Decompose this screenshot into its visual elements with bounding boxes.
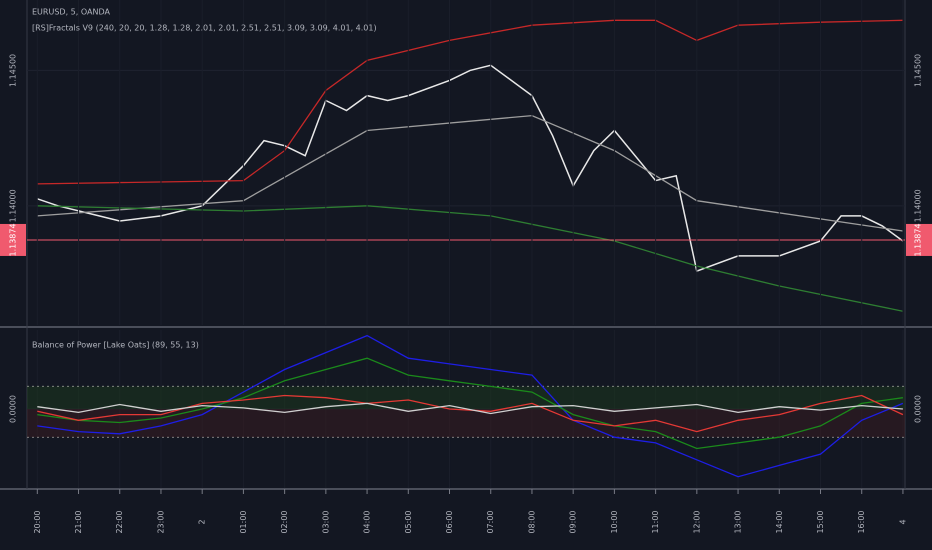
x-tick-label: 10:00	[610, 510, 619, 533]
level-band-upper	[27, 386, 905, 409]
series-line	[37, 357, 903, 450]
last-price-tag	[906, 223, 932, 256]
x-tick-label: 02:00	[280, 510, 289, 533]
y-tick-label: 1.13874	[914, 223, 923, 256]
y-tick-label: 1.13874	[9, 223, 18, 256]
y-tick-label: 1.14500	[914, 54, 923, 87]
x-tick-label: 03:00	[321, 510, 330, 533]
y-tick-label: 0.0000	[9, 395, 18, 423]
x-tick-label: 15:00	[816, 510, 825, 533]
indicator-title: Balance of Power [Lake Oats] (89, 55, 13…	[32, 341, 199, 350]
level-band-lower	[27, 409, 905, 438]
x-tick-label: 01:00	[239, 510, 248, 533]
series-line	[37, 334, 904, 478]
x-tick-label: 08:00	[527, 510, 536, 533]
x-tick-label: 16:00	[857, 510, 866, 533]
chart-title: EURUSD, 5, OANDA	[32, 8, 110, 17]
x-tick-label: 21:00	[74, 510, 83, 533]
x-tick-label: 13:00	[734, 510, 743, 533]
x-tick-label: 22:00	[115, 510, 124, 533]
x-tick-label: 04:00	[363, 510, 372, 533]
x-tick-label: 09:00	[569, 510, 578, 533]
series-line	[37, 205, 904, 312]
series-line	[37, 64, 904, 273]
last-price-tag	[0, 223, 26, 256]
x-tick-label: 06:00	[445, 510, 454, 533]
x-tick-label: 12:00	[692, 510, 701, 533]
y-tick-label: 1.14000	[9, 189, 18, 222]
x-tick-label: 20:00	[33, 510, 42, 533]
x-tick-label: 14:00	[775, 510, 784, 533]
x-tick-label: 05:00	[404, 510, 413, 533]
y-tick-label: 1.14000	[914, 189, 923, 222]
x-tick-label: 11:00	[651, 510, 660, 533]
series-line	[37, 402, 903, 415]
y-tick-label: 1.14500	[9, 54, 18, 87]
x-tick-label: 2	[198, 519, 207, 524]
x-tick-label: 23:00	[156, 510, 165, 533]
x-tick-label: 07:00	[486, 510, 495, 533]
y-tick-label: 0.0000	[914, 395, 923, 423]
x-tick-label: 4	[898, 519, 907, 524]
indicator-subtitle: [RS]Fractals V9 (240, 20, 20, 1.28, 1.28…	[32, 24, 377, 33]
